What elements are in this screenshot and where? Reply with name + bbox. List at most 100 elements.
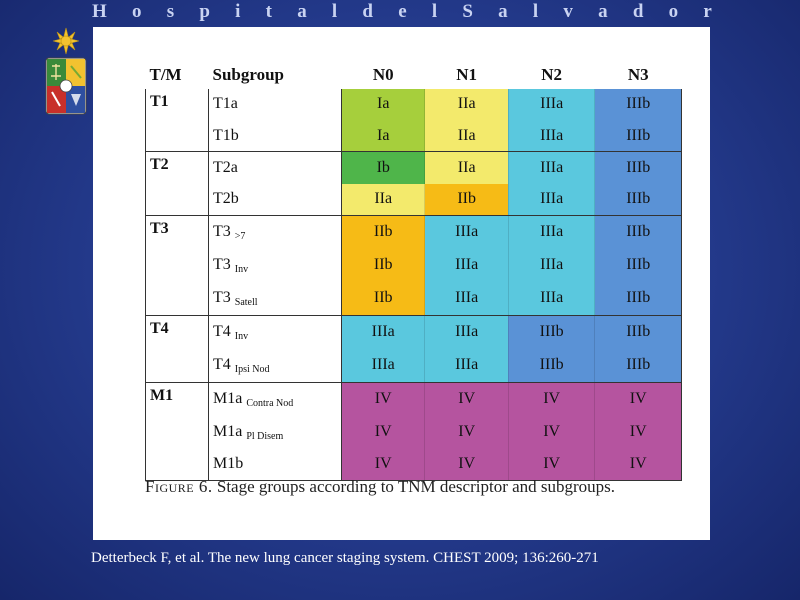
stage-cell: IIIa <box>507 89 595 120</box>
tm-category: T4 <box>145 315 209 383</box>
stage-cell: IV <box>340 448 425 481</box>
title-letter: v <box>563 1 573 22</box>
stage-cell: IIb <box>340 215 425 249</box>
stage-cell: IIIa <box>424 315 509 349</box>
table-row: T4 Ipsi Nod IIIa IIIa IIIb IIIb <box>146 348 682 383</box>
stage-cell: IIIa <box>340 315 425 349</box>
subgroup-cell: T3 Inv <box>208 249 342 282</box>
stage-cell: IV <box>594 448 682 481</box>
figure-panel: T/M Subgroup N0 N1 N2 N3 T1 T1a Ia IIa IIIa I… <box>93 27 710 540</box>
subgroup-cell: T1a <box>208 89 342 120</box>
stage-cell: IIIa <box>340 348 425 383</box>
stage-cell: IV <box>424 448 509 481</box>
stage-cell: IIb <box>424 183 509 216</box>
stage-cell: IIa <box>424 89 509 120</box>
subgroup-suffix: Contra Nod <box>246 397 294 409</box>
header-n2: N2 <box>541 65 563 84</box>
title-letter: d <box>632 1 644 22</box>
subgroup-label: T3 <box>213 255 231 273</box>
subgroup-cell: M1b <box>208 448 342 481</box>
subgroup-cell: T4 Inv <box>208 315 342 349</box>
subgroup-label: M1b <box>213 455 244 473</box>
title-letter: o <box>668 1 679 22</box>
title-letter: l <box>532 1 539 22</box>
subgroup-label: T3 <box>213 222 231 240</box>
subgroup-label: T1a <box>213 95 238 113</box>
stage-cell: IIIa <box>507 215 595 249</box>
tm-category: T2 <box>145 151 209 216</box>
title-letter: a <box>297 1 307 22</box>
subgroup-cell: M1a Contra Nod <box>208 382 342 416</box>
stage-cell: Ia <box>340 119 425 153</box>
header-n1: N1 <box>456 65 478 84</box>
subgroup-label: M1a <box>213 389 243 407</box>
subgroup-suffix: Inv <box>234 263 249 275</box>
table-row: T3 Inv IIb IIIa IIIa IIIb <box>146 249 682 282</box>
table-row: T2 T2a Ib IIa IIIa IIIb <box>145 151 682 216</box>
stage-cell: IIIb <box>594 151 682 184</box>
subgroup-label: T4 <box>213 355 231 373</box>
table-row: T1 T1a Ia IIa IIIa IIIb <box>145 89 682 153</box>
stage-cell: IV <box>507 415 595 449</box>
title-letter: S <box>462 1 473 22</box>
stage-cell: IIIb <box>594 215 682 249</box>
stage-cell: IIIa <box>507 119 595 153</box>
subgroup-cell: T2a <box>208 151 342 184</box>
stage-cell: IIa <box>424 151 509 184</box>
title-letter: a <box>598 1 608 22</box>
stage-cell: IIIb <box>594 249 682 282</box>
subgroup-label: M1a <box>213 422 243 440</box>
subgroup-cell: T3 Satell <box>208 281 342 316</box>
title-letter: r <box>703 1 712 22</box>
stage-cell: IV <box>424 415 509 449</box>
stage-cell: IIIb <box>594 119 682 153</box>
stage-cell: IIb <box>340 281 425 316</box>
subgroup-label: T3 <box>213 288 231 306</box>
title-letter: l <box>431 1 438 22</box>
stage-cell: IV <box>507 382 595 416</box>
stage-cell: IIIb <box>594 183 682 216</box>
subgroup-cell: T1b <box>208 119 342 153</box>
stage-cell: IIa <box>340 183 425 216</box>
stage-cell: IV <box>340 382 425 416</box>
subgroup-suffix: Satell <box>234 296 258 308</box>
subgroup-suffix: >7 <box>234 230 246 242</box>
stage-cell: IV <box>340 415 425 449</box>
stage-cell: Ia <box>340 89 425 120</box>
subgroup-cell: T4 Ipsi Nod <box>208 348 342 383</box>
caption-text: Stage groups according to TNM descriptor… <box>216 477 616 496</box>
subgroup-cell: M1a Pl Disem <box>208 415 342 449</box>
hospital-logo-icon <box>45 27 87 115</box>
title-letter: l <box>331 1 338 22</box>
stage-cell: IIIb <box>594 281 682 316</box>
title-letter: H <box>92 1 107 22</box>
stage-cell: IV <box>594 382 682 416</box>
stage-cell: IIIb <box>507 315 595 349</box>
stage-cell: IIIa <box>424 215 509 249</box>
stage-cell: IV <box>507 448 595 481</box>
tnm-stage-table: T/M Subgroup N0 N1 N2 N3 T1 T1a Ia IIa IIIa I… <box>145 61 682 482</box>
stage-cell: IIIa <box>507 249 595 282</box>
stage-cell: IIIb <box>594 315 682 349</box>
stage-cell: Ib <box>340 151 425 184</box>
title-letter: a <box>498 1 508 22</box>
stage-cell: IIIb <box>594 348 682 383</box>
stage-cell: IIIa <box>507 183 595 216</box>
figure-caption: Figure 6. Stage groups according to TNM … <box>145 477 685 497</box>
stage-cell: IIb <box>340 249 425 282</box>
table-row: T2b IIa IIb IIIa IIIb <box>146 183 682 216</box>
figure-label: Figure 6. <box>145 477 213 496</box>
title-letter: o <box>132 1 142 22</box>
citation: Detterbeck F, et al. The new lung cancer… <box>91 550 599 566</box>
stage-cell: IV <box>424 382 509 416</box>
subgroup-cell: T2b <box>208 183 342 216</box>
subgroup-suffix: Pl Disem <box>246 430 284 442</box>
title-letter: d <box>362 1 373 22</box>
title-letter: i <box>235 1 241 22</box>
subgroup-suffix: Inv <box>234 330 249 342</box>
table-header-row: T/M Subgroup N0 N1 N2 N3 <box>146 61 682 89</box>
subgroup-label: T2a <box>213 158 238 176</box>
table-row: T4 T4 Inv IIIa IIIa IIIb IIIb <box>145 315 682 383</box>
stage-cell: IIIa <box>424 348 509 383</box>
